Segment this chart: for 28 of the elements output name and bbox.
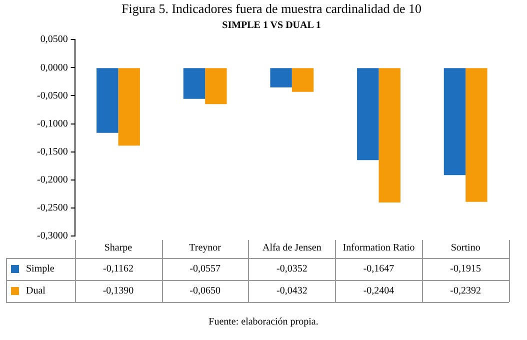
x-tick-label: Sharpe xyxy=(104,242,133,254)
data-label: -0,1162 xyxy=(103,264,134,275)
chart-subtitle: SIMPLE 1 VS DUAL 1 xyxy=(222,20,321,32)
legend-label: Dual xyxy=(26,286,46,297)
data-label: -0,0432 xyxy=(276,286,308,297)
x-tick-label: Sortino xyxy=(450,242,480,254)
data-label: -0,1647 xyxy=(363,264,394,275)
y-tick-label: -0,1500 xyxy=(36,146,68,158)
data-label: -0,2392 xyxy=(450,286,482,297)
data-label: -0,0557 xyxy=(190,264,221,275)
x-tick-label: Information Ratio xyxy=(342,242,415,254)
y-tick-label: -0,1000 xyxy=(36,118,68,130)
legend-label: Simple xyxy=(26,264,55,275)
y-tick-label: -0,2500 xyxy=(36,202,68,214)
y-tick-label: -0,3000 xyxy=(36,230,68,242)
y-tick-label: -0,0500 xyxy=(36,90,68,102)
source-note: Fuente: elaboración propia. xyxy=(208,316,318,328)
y-tick-label: 0,0500 xyxy=(40,34,68,46)
chart-title: Figura 5. Indicadores fuera de muestra cardinalidad de 10 xyxy=(122,1,422,16)
y-tick-label: 0,0000 xyxy=(40,62,68,74)
data-label: -0,0352 xyxy=(276,264,308,275)
data-label: -0,1390 xyxy=(102,286,134,297)
data-label: -0,0650 xyxy=(190,286,221,297)
data-label: -0,1915 xyxy=(450,264,482,275)
data-label: -0,2404 xyxy=(363,286,394,297)
x-tick-label: Treynor xyxy=(189,242,222,254)
y-tick-label: -0,2000 xyxy=(36,174,68,186)
x-tick-label: Alfa de Jensen xyxy=(262,242,322,254)
